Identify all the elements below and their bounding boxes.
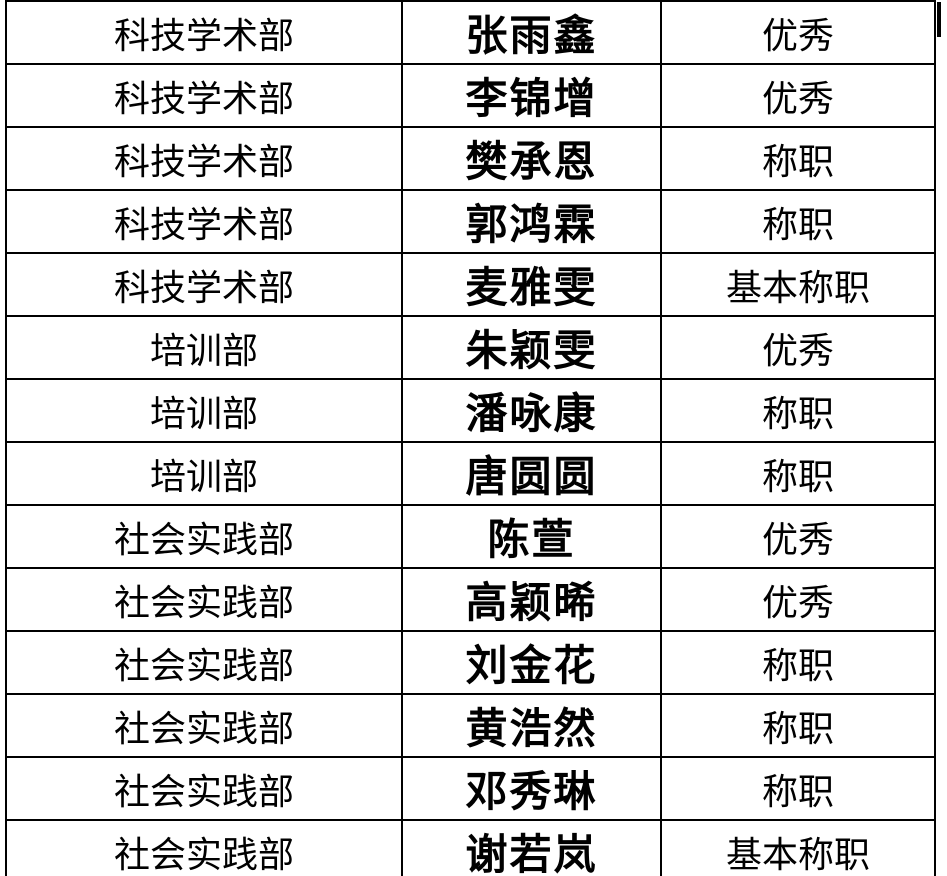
table-body: 科技学术部 张雨鑫 优秀 科技学术部 李锦增 优秀 科技学术部 樊承恩 称职 — [5, 0, 936, 876]
table-row: 科技学术部 张雨鑫 优秀 — [5, 0, 936, 65]
name-cell[interactable]: 张雨鑫 — [401, 0, 662, 65]
department-cell[interactable]: 社会实践部 — [5, 504, 403, 569]
table-row: 社会实践部 谢若岚 基本称职 — [5, 819, 936, 876]
department-cell[interactable]: 社会实践部 — [5, 567, 403, 632]
name-cell[interactable]: 李锦增 — [401, 63, 662, 128]
table-row: 培训部 唐圆圆 称职 — [5, 441, 936, 506]
name-cell[interactable]: 刘金花 — [401, 630, 662, 695]
department-cell[interactable]: 社会实践部 — [5, 756, 403, 821]
table-row: 培训部 潘咏康 称职 — [5, 378, 936, 443]
name-cell[interactable]: 高颖晞 — [401, 567, 662, 632]
name-cell[interactable]: 樊承恩 — [401, 126, 662, 191]
department-cell[interactable]: 科技学术部 — [5, 126, 403, 191]
rating-cell[interactable]: 优秀 — [660, 567, 936, 632]
table-row: 科技学术部 李锦增 优秀 — [5, 63, 936, 128]
evaluation-table: 科技学术部 张雨鑫 优秀 科技学术部 李锦增 优秀 科技学术部 樊承恩 称职 — [5, 0, 936, 876]
table-row: 社会实践部 邓秀琳 称职 — [5, 756, 936, 821]
department-cell[interactable]: 科技学术部 — [5, 0, 403, 65]
name-cell[interactable]: 郭鸿霖 — [401, 189, 662, 254]
department-cell[interactable]: 培训部 — [5, 378, 403, 443]
department-cell[interactable]: 培训部 — [5, 441, 403, 506]
table-row: 科技学术部 郭鸿霖 称职 — [5, 189, 936, 254]
department-cell[interactable]: 科技学术部 — [5, 252, 403, 317]
name-cell[interactable]: 黄浩然 — [401, 693, 662, 758]
rating-cell[interactable]: 基本称职 — [660, 252, 936, 317]
rating-cell[interactable]: 称职 — [660, 630, 936, 695]
table-row: 社会实践部 刘金花 称职 — [5, 630, 936, 695]
table-row: 培训部 朱颖雯 优秀 — [5, 315, 936, 380]
rating-cell[interactable]: 称职 — [660, 756, 936, 821]
name-cell[interactable]: 唐圆圆 — [401, 441, 662, 506]
department-cell[interactable]: 科技学术部 — [5, 189, 403, 254]
department-cell[interactable]: 社会实践部 — [5, 630, 403, 695]
rating-cell[interactable]: 称职 — [660, 126, 936, 191]
scrollbar-thumb[interactable] — [937, 2, 941, 37]
rating-cell[interactable]: 称职 — [660, 441, 936, 506]
table-row: 社会实践部 黄浩然 称职 — [5, 693, 936, 758]
name-cell[interactable]: 潘咏康 — [401, 378, 662, 443]
table-row: 科技学术部 樊承恩 称职 — [5, 126, 936, 191]
department-cell[interactable]: 社会实践部 — [5, 819, 403, 876]
rating-cell[interactable]: 优秀 — [660, 0, 936, 65]
name-cell[interactable]: 陈萱 — [401, 504, 662, 569]
rating-cell[interactable]: 基本称职 — [660, 819, 936, 876]
department-cell[interactable]: 科技学术部 — [5, 63, 403, 128]
rating-cell[interactable]: 称职 — [660, 378, 936, 443]
table-row: 社会实践部 高颖晞 优秀 — [5, 567, 936, 632]
name-cell[interactable]: 朱颖雯 — [401, 315, 662, 380]
rating-cell[interactable]: 称职 — [660, 693, 936, 758]
name-cell[interactable]: 谢若岚 — [401, 819, 662, 876]
rating-cell[interactable]: 优秀 — [660, 504, 936, 569]
department-cell[interactable]: 社会实践部 — [5, 693, 403, 758]
rating-cell[interactable]: 优秀 — [660, 63, 936, 128]
rating-cell[interactable]: 称职 — [660, 189, 936, 254]
department-cell[interactable]: 培训部 — [5, 315, 403, 380]
name-cell[interactable]: 麦雅雯 — [401, 252, 662, 317]
name-cell[interactable]: 邓秀琳 — [401, 756, 662, 821]
rating-cell[interactable]: 优秀 — [660, 315, 936, 380]
table-row: 科技学术部 麦雅雯 基本称职 — [5, 252, 936, 317]
table-row: 社会实践部 陈萱 优秀 — [5, 504, 936, 569]
